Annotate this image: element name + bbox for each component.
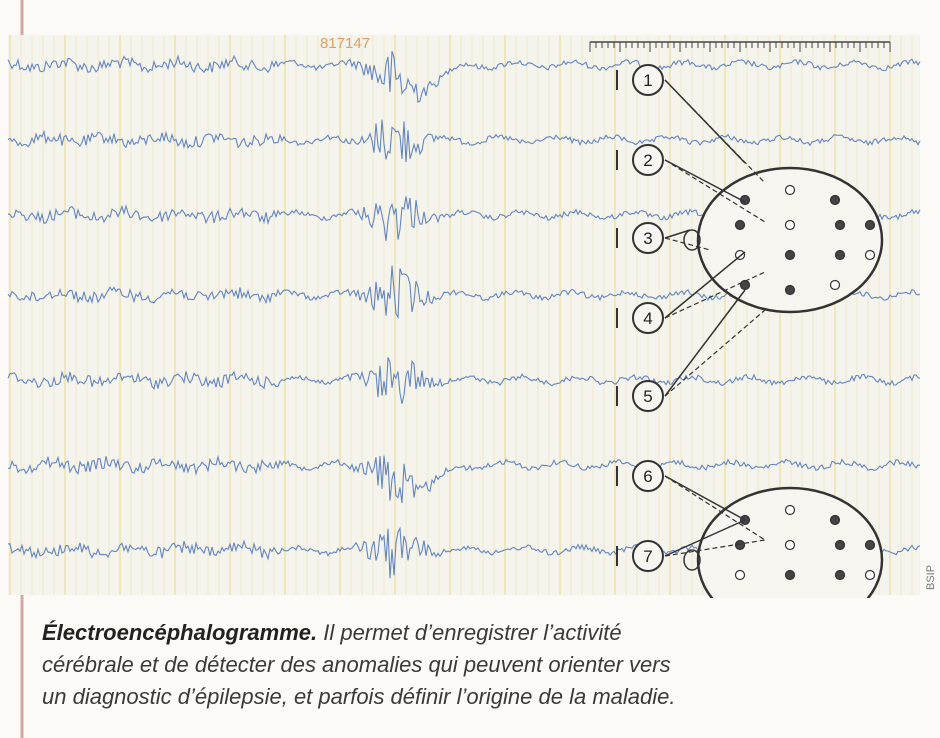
electrode-dot [836,251,845,260]
electrode-number: 3 [643,229,652,248]
electrode-dot [831,281,840,290]
electrode-dot [786,506,795,515]
electrode-dot [866,221,875,230]
caption-line: un diagnostic d’épilepsie, et parfois dé… [42,684,676,709]
electrode-dot [831,516,840,525]
electrode-dot [786,571,795,580]
electrode-dot [866,571,875,580]
electrode-number: 7 [643,547,652,566]
electrode-dot [786,186,795,195]
electrode-dot [836,571,845,580]
electrode-dot [741,281,750,290]
electrode-dot [786,541,795,550]
electrode-number: 2 [643,151,652,170]
caption-text: Il permet d’enregistrer l’activité [317,620,621,645]
credit: BSIP [925,565,937,590]
electrode-number: 5 [643,387,652,406]
electrode-number: 4 [643,309,652,328]
electrode-dot [786,286,795,295]
caption-title: Électroencéphalogramme. [42,620,317,645]
electrode-dot [866,251,875,260]
electrode-dot [736,571,745,580]
electrode-dot [736,221,745,230]
caption-line: cérébrale et de détecter des anomalies q… [42,652,671,677]
page: 817147 1 2 3 4 5 6 7 BSIP Électroencéphalogram… [0,0,940,738]
electrode-dot [786,221,795,230]
electrode-number: 1 [643,71,652,90]
stamp: 817147 [320,35,370,52]
electrode-dot [786,251,795,260]
electrode-dot [866,541,875,550]
electrode-dot [836,541,845,550]
electrode-dot [831,196,840,205]
electrode-number: 6 [643,467,652,486]
electrode-dot [836,221,845,230]
caption-line: Électroencéphalogramme. Il permet d’enre… [42,620,622,645]
